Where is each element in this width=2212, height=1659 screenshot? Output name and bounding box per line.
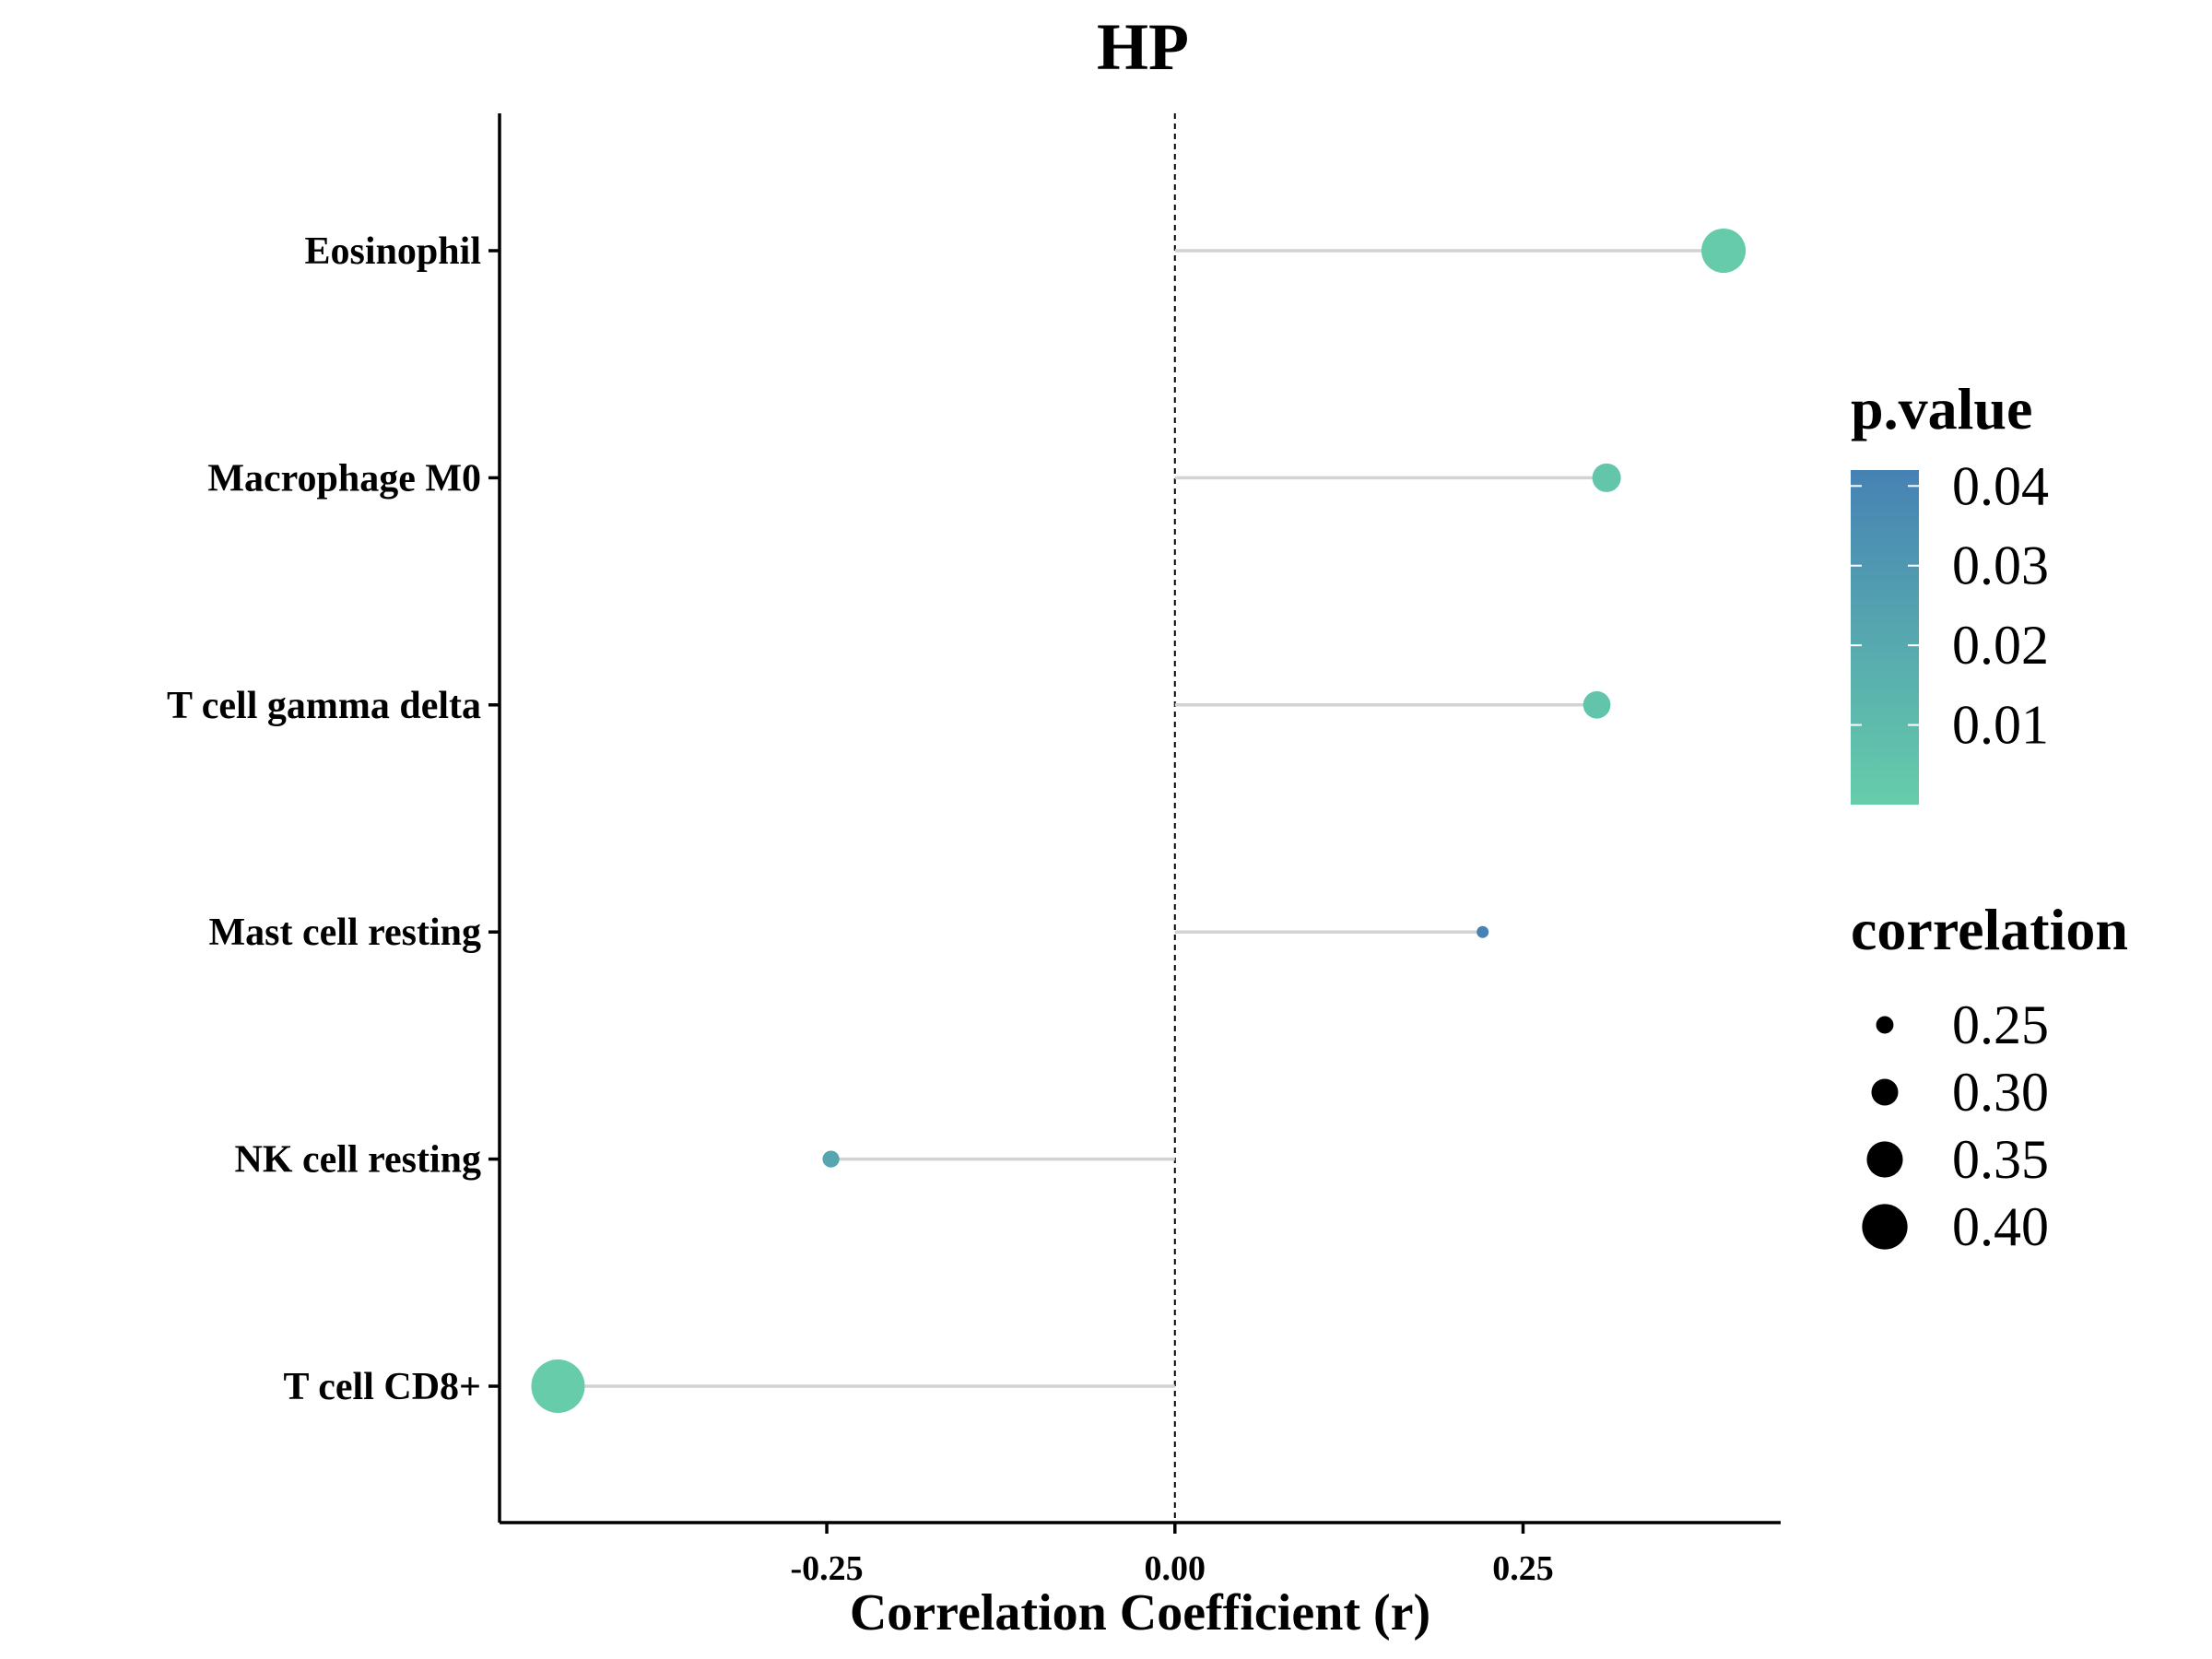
size-key-label: 0.30 bbox=[1952, 1062, 2049, 1123]
y-tick-label: Eosinophil bbox=[305, 230, 481, 273]
colorbar-tick-label: 0.03 bbox=[1952, 535, 2049, 596]
legend-pvalue-title: p.value bbox=[1851, 376, 2032, 441]
legend-colorbar-ticks: 0.04 0.03 0.02 0.01 bbox=[1851, 455, 2049, 756]
x-tick-label: 0.00 bbox=[1145, 1549, 1206, 1588]
colorbar-tick-label: 0.01 bbox=[1952, 695, 2049, 756]
size-key-dot bbox=[1862, 1204, 1908, 1250]
x-axis-ticks: -0.25 0.00 0.25 bbox=[790, 1523, 1554, 1588]
y-tick-label: T cell gamma delta bbox=[167, 685, 481, 727]
y-axis-labels: Eosinophil Macrophage M0 T cell gamma delt… bbox=[167, 230, 500, 1408]
chart-title: HP bbox=[1097, 10, 1189, 84]
colorbar-tick-label: 0.02 bbox=[1952, 615, 2049, 676]
size-key-dot bbox=[1866, 1141, 1903, 1178]
x-tick-label: -0.25 bbox=[790, 1549, 863, 1588]
data-point bbox=[1477, 925, 1489, 938]
data-point bbox=[531, 1359, 585, 1413]
x-tick-label: 0.25 bbox=[1492, 1549, 1554, 1588]
y-tick-label: NK cell resting bbox=[234, 1139, 481, 1182]
points bbox=[531, 228, 1747, 1413]
size-key-label: 0.40 bbox=[1952, 1196, 2049, 1257]
colorbar-tick-label: 0.04 bbox=[1952, 455, 2049, 516]
data-point bbox=[1701, 228, 1747, 274]
size-key-dot bbox=[1876, 1016, 1894, 1034]
legend-size-keys: 0.25 0.300.350.40 bbox=[1862, 994, 2049, 1257]
legend-correlation-title: correlation bbox=[1851, 897, 2128, 962]
data-point bbox=[1592, 463, 1621, 492]
legend-colorbar bbox=[1851, 470, 1919, 805]
x-axis-title: Correlation Coefficient (r) bbox=[850, 1584, 1430, 1641]
y-tick-label: Mast cell resting bbox=[209, 912, 481, 954]
size-key-label: 0.25 bbox=[1952, 994, 2049, 1055]
size-key-dot bbox=[1871, 1078, 1899, 1106]
stems bbox=[558, 249, 1724, 1388]
data-point bbox=[1583, 690, 1611, 719]
legend-pvalue: p.value 0.04 0.03 0.02 0.01 bbox=[1851, 376, 2049, 805]
size-key-label: 0.35 bbox=[1952, 1129, 2049, 1190]
legend-correlation: correlation 0.25 0.300.350.40 bbox=[1851, 897, 2128, 1257]
y-tick-label: T cell CD8+ bbox=[284, 1366, 481, 1408]
y-tick-label: Macrophage M0 bbox=[207, 457, 481, 500]
data-point bbox=[822, 1150, 840, 1168]
plot-area: Eosinophil Macrophage M0 T cell gamma delt… bbox=[167, 113, 1781, 1588]
